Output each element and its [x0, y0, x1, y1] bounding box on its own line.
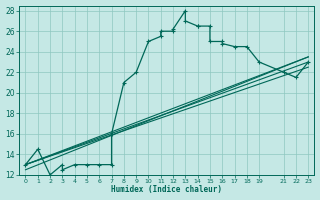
X-axis label: Humidex (Indice chaleur): Humidex (Indice chaleur)	[111, 185, 222, 194]
